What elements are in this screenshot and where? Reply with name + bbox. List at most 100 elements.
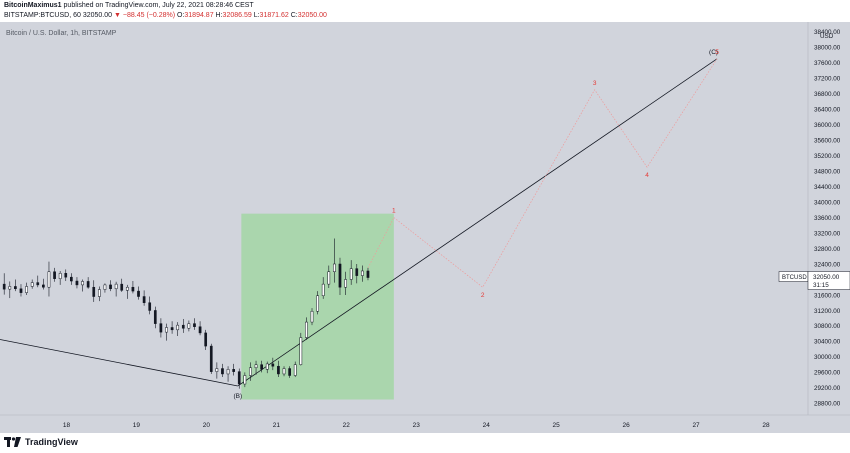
wave-label[interactable]: 1 [392,208,396,215]
candle[interactable] [265,361,269,374]
wave-label[interactable]: 5 [715,49,719,56]
candle[interactable] [249,362,252,381]
candle[interactable] [321,277,325,299]
candle[interactable] [42,278,45,290]
candle[interactable] [86,277,90,289]
candle[interactable] [137,286,140,300]
candle[interactable] [187,320,191,332]
wave-label[interactable]: (B) [234,393,243,400]
candle[interactable] [355,263,359,284]
author-name[interactable]: BitcoinMaximus1 [4,2,62,9]
candle[interactable] [97,286,101,302]
candle[interactable] [366,267,370,281]
y-tick-label: 32800.00 [814,246,841,253]
candle[interactable] [209,343,213,374]
candle[interactable] [271,357,275,371]
candle[interactable] [153,306,157,329]
candle[interactable] [75,277,79,289]
candle[interactable] [47,261,51,297]
candle[interactable] [58,270,62,285]
y-tick-label: 31600.00 [814,292,841,299]
wave-label[interactable]: (C) [709,49,718,56]
candle[interactable] [2,273,6,295]
candle[interactable] [181,318,185,333]
last-price: 32050.00 [82,12,113,19]
candle[interactable] [92,280,96,302]
candle[interactable] [131,281,135,294]
y-tick-label: 38400.00 [814,29,841,36]
y-tick-label: 34400.00 [814,184,841,191]
candle[interactable] [53,267,56,282]
candle[interactable] [237,368,241,389]
candle[interactable] [333,238,336,283]
candle[interactable] [226,366,230,382]
candle[interactable] [148,296,152,315]
candle[interactable] [254,360,258,375]
candle[interactable] [103,283,107,293]
candle[interactable] [19,284,23,297]
candle[interactable] [8,281,12,299]
low-value: 31871.62 [259,12,289,19]
price-axis[interactable] [808,22,850,415]
plot-area[interactable] [0,22,808,415]
candle[interactable] [70,273,73,285]
candle[interactable] [338,257,342,295]
candle[interactable] [142,290,146,306]
candle-body [75,280,79,286]
y-tick-label: 34000.00 [814,199,841,206]
candle-body [204,332,208,347]
tradingview-logo[interactable]: TradingView [4,437,78,447]
candle[interactable] [81,279,84,292]
candle[interactable] [305,317,308,340]
candle[interactable] [204,329,208,350]
candle[interactable] [243,372,247,388]
candle[interactable] [288,366,291,378]
candle[interactable] [327,265,331,289]
candle-body [53,271,56,279]
candle[interactable] [114,281,118,297]
candle[interactable] [165,323,168,341]
candle[interactable] [36,275,40,288]
candle[interactable] [293,361,297,378]
candle[interactable] [282,366,286,377]
trendline-2[interactable] [237,58,718,387]
candle[interactable] [198,321,202,336]
candle[interactable] [14,279,17,292]
y-tick-label: 36000.00 [814,122,841,129]
candle[interactable] [299,332,303,366]
candle[interactable] [349,260,353,285]
y-tick-label: 28800.00 [814,401,841,408]
chart-watermark: Bitcoin / U.S. Dollar, 1h, BITSTAMP [6,30,117,37]
candle[interactable] [215,362,219,379]
candle[interactable] [30,279,34,289]
wave-label[interactable]: 4 [645,172,649,179]
candle[interactable] [193,318,196,330]
candle[interactable] [232,363,236,376]
candle[interactable] [25,282,28,295]
candle-body [14,286,17,290]
candle-body [153,310,157,324]
candle[interactable] [109,280,112,292]
candle[interactable] [310,308,314,326]
candle[interactable] [277,360,280,378]
candle[interactable] [361,265,364,282]
x-tick-label: 22 [343,422,351,429]
candle[interactable] [176,322,180,337]
candle[interactable] [125,284,129,299]
candle[interactable] [64,269,68,282]
candle[interactable] [221,363,224,378]
candle[interactable] [159,318,163,338]
candle[interactable] [170,321,174,334]
wave-label[interactable]: 3 [593,80,597,87]
trendline-1[interactable] [0,339,238,387]
wave-label[interactable]: 2 [481,292,485,299]
candle[interactable] [344,271,347,295]
candle[interactable] [316,291,319,315]
wave-projection-path[interactable] [393,58,718,288]
candle[interactable] [120,278,124,292]
candle[interactable] [260,360,263,373]
candle-body [142,296,146,303]
time-axis[interactable] [0,415,850,433]
